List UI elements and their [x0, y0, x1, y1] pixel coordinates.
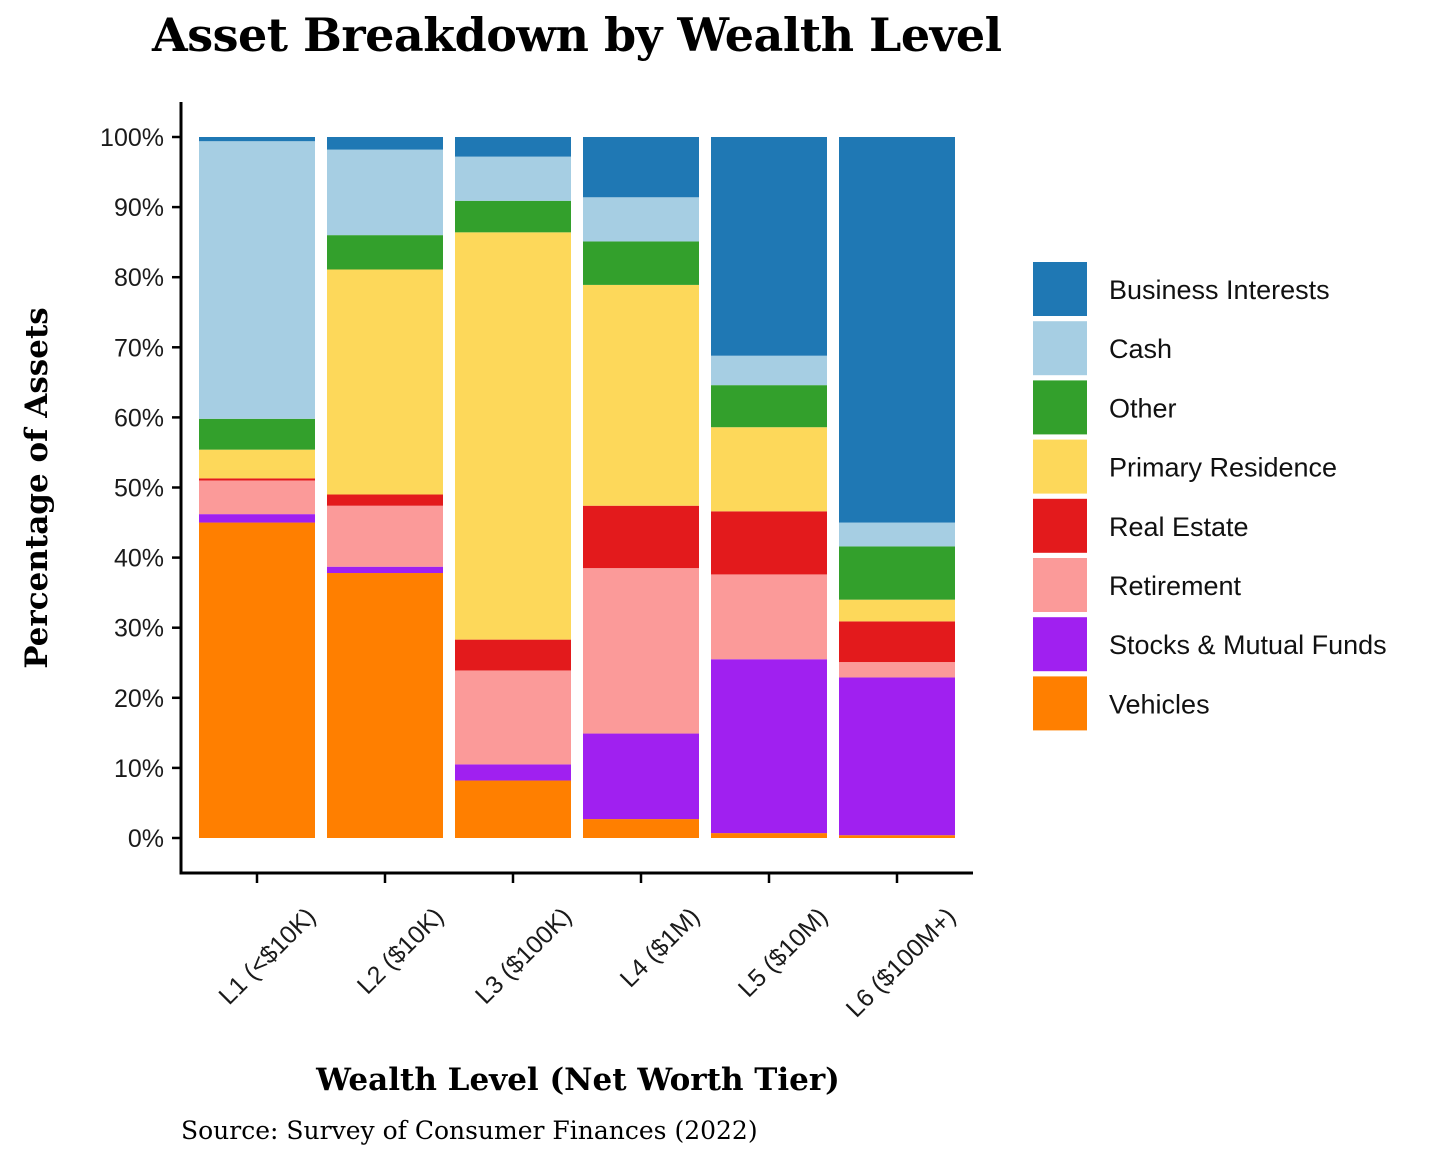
y-tick-label: 90%	[114, 194, 164, 222]
y-tick-label: 30%	[114, 615, 164, 643]
x-tick-label: L2 ($10K)	[352, 902, 449, 999]
bar-5-primary-residence	[711, 427, 827, 512]
y-tick-label: 60%	[114, 404, 164, 432]
legend-label-cash: Cash	[1109, 334, 1172, 364]
bar-2-cash	[327, 149, 443, 236]
legend: Business Interests Cash Other Primary Resid…	[1033, 262, 1387, 731]
bar-2-stocks-mutual-funds	[327, 566, 443, 574]
bar-3-other	[455, 200, 571, 233]
bar-4-other	[583, 241, 699, 285]
bar-1-real-estate	[199, 478, 315, 481]
bar-5-stocks-mutual-funds	[711, 659, 827, 834]
bar-1-vehicles	[199, 522, 315, 838]
legend-swatch-other	[1033, 380, 1087, 435]
bar-1-cash	[199, 141, 315, 419]
bar-2-primary-residence	[327, 269, 443, 495]
legend-swatch-real-estate	[1033, 498, 1087, 553]
bar-3-vehicles	[455, 780, 571, 838]
bar-6-primary-residence	[839, 599, 955, 622]
bar-6-cash	[839, 522, 955, 547]
bar-4-retirement	[583, 568, 699, 734]
legend-label-stocks-mutual-funds: Stocks & Mutual Funds	[1109, 630, 1387, 660]
bar-6-business-interests	[839, 137, 955, 523]
legend-label-primary-residence: Primary Residence	[1109, 453, 1337, 483]
legend-label-other: Other	[1109, 393, 1177, 423]
bar-6-stocks-mutual-funds	[839, 677, 955, 836]
bar-2-vehicles	[327, 573, 443, 838]
bar-3-real-estate	[455, 639, 571, 671]
bar-3-business-interests	[455, 137, 571, 157]
bar-5-other	[711, 385, 827, 428]
legend-swatch-cash	[1033, 321, 1087, 376]
bar-3-retirement	[455, 670, 571, 765]
bar-4-vehicles	[583, 819, 699, 838]
bar-4-real-estate	[583, 505, 699, 569]
bar-3-cash	[455, 156, 571, 201]
bar-4-cash	[583, 197, 699, 242]
legend-swatch-business-interests	[1033, 262, 1087, 316]
legend-label-vehicles: Vehicles	[1109, 689, 1210, 719]
legend-label-real-estate: Real Estate	[1109, 512, 1249, 542]
bar-2-business-interests	[327, 137, 443, 150]
bar-6-retirement	[839, 662, 955, 678]
bar-4-primary-residence	[583, 284, 699, 506]
bar-1-retirement	[199, 480, 315, 515]
bar-segments	[199, 137, 955, 838]
legend-swatch-stocks-mutual-funds	[1033, 617, 1087, 672]
bar-1-other	[199, 418, 315, 450]
bar-1-primary-residence	[199, 449, 315, 479]
x-tick-label: L1 (<$10K)	[213, 902, 321, 1010]
y-tick-label: 100%	[100, 124, 164, 152]
legend-swatch-retirement	[1033, 558, 1087, 612]
bar-5-business-interests	[711, 137, 827, 356]
bar-6-other	[839, 546, 955, 600]
y-tick-label: 50%	[114, 475, 164, 503]
x-tick-label: L3 ($100K)	[470, 902, 577, 1009]
x-tick-label: L4 ($1M)	[615, 902, 706, 993]
y-tick-label: 0%	[128, 825, 164, 853]
bar-5-retirement	[711, 574, 827, 660]
bar-2-retirement	[327, 505, 443, 567]
y-tick-label: 20%	[114, 685, 164, 713]
bar-6-vehicles	[839, 835, 955, 838]
y-axis-title: Percentage of Assets	[19, 307, 55, 669]
bar-5-cash	[711, 355, 827, 386]
bar-5-vehicles	[711, 833, 827, 838]
legend-swatch-vehicles	[1033, 676, 1087, 731]
chart-title: Asset Breakdown by Wealth Level	[152, 8, 1002, 62]
source-note: Source: Survey of Consumer Finances (202…	[181, 1116, 758, 1145]
x-tick-label: L6 ($100M+)	[841, 902, 962, 1023]
bar-1-stocks-mutual-funds	[199, 514, 315, 523]
bar-4-business-interests	[583, 137, 699, 198]
bar-1-business-interests	[199, 137, 315, 142]
legend-label-business-interests: Business Interests	[1109, 275, 1330, 305]
bar-3-stocks-mutual-funds	[455, 764, 571, 781]
legend-swatch-primary-residence	[1033, 439, 1087, 494]
legend-label-retirement: Retirement	[1109, 571, 1242, 601]
bar-5-real-estate	[711, 511, 827, 575]
y-tick-label: 70%	[114, 334, 164, 362]
y-tick-label: 10%	[114, 755, 164, 783]
y-tick-label: 80%	[114, 264, 164, 292]
bar-6-real-estate	[839, 621, 955, 663]
bar-2-other	[327, 235, 443, 270]
bar-3-primary-residence	[455, 232, 571, 640]
x-axis-title: Wealth Level (Net Worth Tier)	[315, 1062, 840, 1098]
bar-2-real-estate	[327, 494, 443, 506]
x-tick-label: L5 ($10M)	[733, 902, 833, 1002]
bar-4-stocks-mutual-funds	[583, 733, 699, 820]
y-tick-label: 40%	[114, 545, 164, 573]
